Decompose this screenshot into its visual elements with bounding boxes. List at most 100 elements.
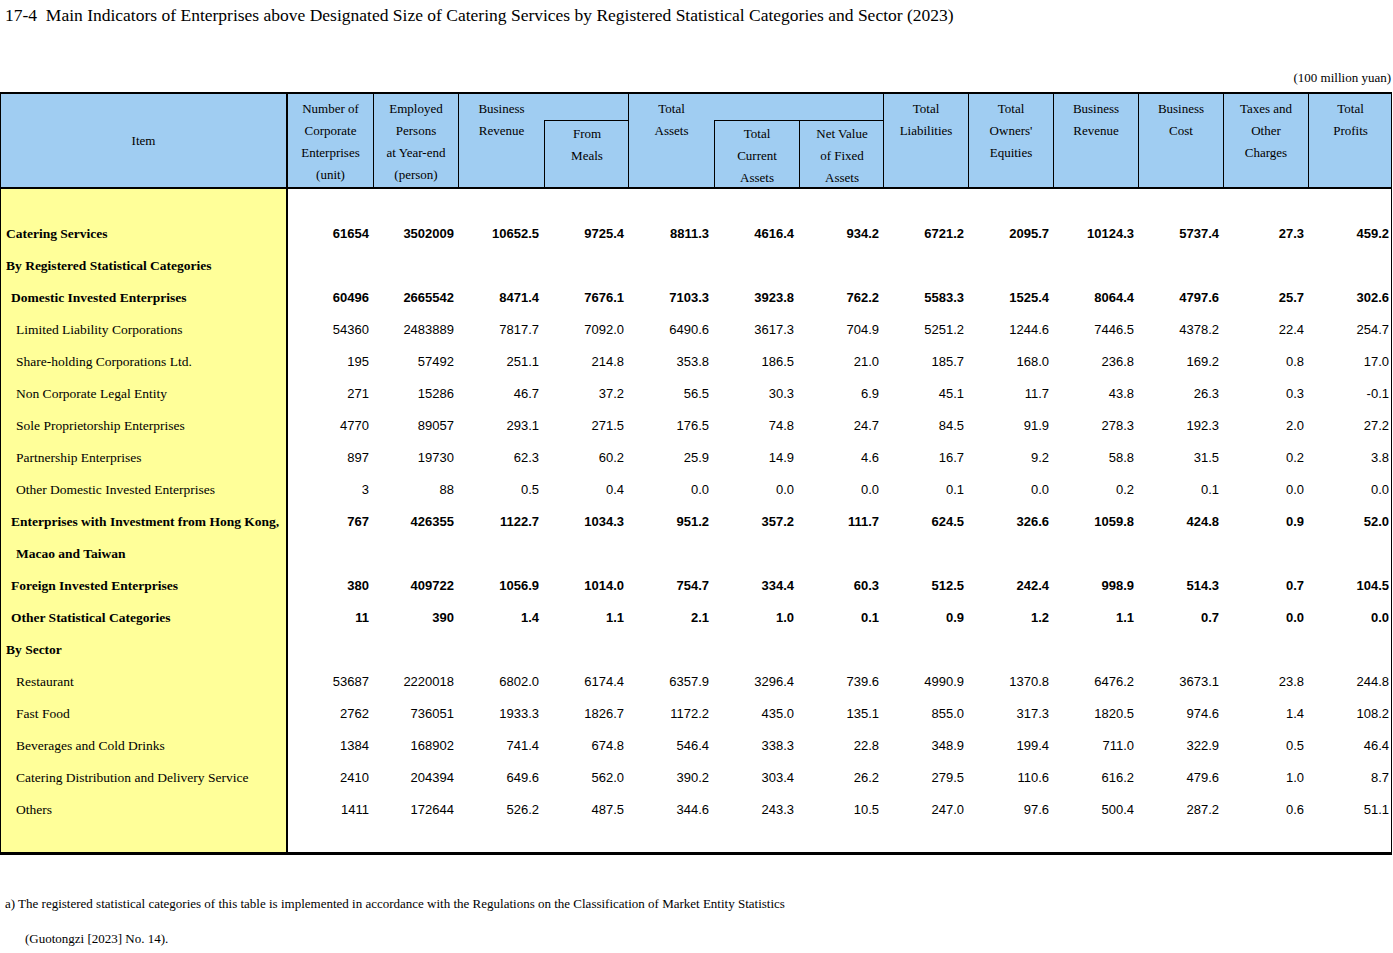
value-cell: 514.3 [1138,570,1223,602]
value-cell: 8.7 [1308,762,1393,794]
value-cell: 278.3 [1053,410,1138,442]
value-cell: 214.8 [543,346,628,378]
value-cell: 11 [288,602,373,634]
value-cell: 199.4 [968,730,1053,762]
value-cell: 51.1 [1308,794,1393,826]
value-cell: 767 [288,506,373,538]
value-cell: 1.2 [968,602,1053,634]
value-cell: 704.9 [798,314,883,346]
value-cell: 2410 [288,762,373,794]
value-cell: 736051 [373,698,458,730]
table-body: Catering Services61654350200910652.59725… [1,189,1391,852]
value-cell: 357.2 [713,506,798,538]
header-total-assets-group: Total Assets Total Current Assets Net Va… [628,94,883,189]
value-cell: 1933.3 [458,698,543,730]
value-cell: 1244.6 [968,314,1053,346]
value-cell: 6490.6 [628,314,713,346]
row-label: Share-holding Corporations Ltd. [16,346,192,378]
value-cell: 97.6 [968,794,1053,826]
value-cell: 2220018 [373,666,458,698]
table-header: Item Number of Corporate Enterprises (un… [1,94,1391,189]
table-row: Macao and Taiwan [1,538,1391,570]
table-row: Fast Food27627360511933.31826.71172.2435… [1,698,1391,730]
value-cell: 0.0 [968,474,1053,506]
value-cell: 242.4 [968,570,1053,602]
value-cell: 1826.7 [543,698,628,730]
row-label: Non Corporate Legal Entity [16,378,167,410]
value-cell: 0.0 [628,474,713,506]
value-cell: 1.1 [1053,602,1138,634]
value-cell: 934.2 [798,218,883,250]
value-cell: 14.9 [713,442,798,474]
row-label: Limited Liability Corporations [16,314,182,346]
value-cell: 998.9 [1053,570,1138,602]
value-cell: 4990.9 [883,666,968,698]
value-cell: 62.3 [458,442,543,474]
unit-note: (100 million yuan) [1294,70,1392,86]
value-cell: 2.1 [628,602,713,634]
value-cell: 1820.5 [1053,698,1138,730]
value-cell: 25.7 [1223,282,1308,314]
value-cell: 426355 [373,506,458,538]
value-cell: 1014.0 [543,570,628,602]
value-cell: 0.9 [1223,506,1308,538]
value-cell: 57492 [373,346,458,378]
value-cell: 195 [288,346,373,378]
value-cell: 30.3 [713,378,798,410]
value-cell: 3296.4 [713,666,798,698]
value-cell: 951.2 [628,506,713,538]
value-cell: 0.0 [1223,474,1308,506]
table-row: Share-holding Corporations Ltd. 19557492 2… [1,346,1391,378]
value-cell: 2095.7 [968,218,1053,250]
value-cell: 60.2 [543,442,628,474]
value-cell: 168902 [373,730,458,762]
value-cell: 739.6 [798,666,883,698]
row-label: Other Statistical Categories [11,602,170,634]
value-cell: 21.0 [798,346,883,378]
value-cell: 4616.4 [713,218,798,250]
value-cell: 1034.3 [543,506,628,538]
value-cell: 2665542 [373,282,458,314]
value-cell: 6.9 [798,378,883,410]
value-cell: 0.1 [798,602,883,634]
value-cell: 192.3 [1138,410,1223,442]
value-cell: 353.8 [628,346,713,378]
table-row: Sole Proprietorship Enterprises477089057… [1,410,1391,442]
value-cell: 317.3 [968,698,1053,730]
value-cell: 0.7 [1223,570,1308,602]
value-cell: 9.2 [968,442,1053,474]
value-cell: 43.8 [1053,378,1138,410]
value-cell: 15286 [373,378,458,410]
header-total-liabilities: Total Liabilities [883,94,968,189]
value-cell: 4797.6 [1138,282,1223,314]
value-cell: 54360 [288,314,373,346]
value-cell: 0.0 [1308,602,1393,634]
value-cell: 1.4 [1223,698,1308,730]
value-cell: 1384 [288,730,373,762]
value-cell: 741.4 [458,730,543,762]
value-cell: 3923.8 [713,282,798,314]
value-cell: 110.6 [968,762,1053,794]
table-row: Catering Distribution and Delivery Servi… [1,762,1391,794]
row-label: Catering Services [6,218,108,250]
value-cell: 974.6 [1138,698,1223,730]
value-cell: 1059.8 [1053,506,1138,538]
value-cell: 176.5 [628,410,713,442]
value-cell: 322.9 [1138,730,1223,762]
statistics-table: Item Number of Corporate Enterprises (un… [0,92,1392,855]
row-label: Partnership Enterprises [16,442,142,474]
value-cell: 244.8 [1308,666,1393,698]
value-cell: 762.2 [798,282,883,314]
value-cell: 22.8 [798,730,883,762]
value-cell: 10.5 [798,794,883,826]
value-cell: 348.9 [883,730,968,762]
table-row: Domestic Invested Enterprises60496266554… [1,282,1391,314]
value-cell: 4.6 [798,442,883,474]
value-cell: 53687 [288,666,373,698]
value-cell: 172644 [373,794,458,826]
value-cell: 279.5 [883,762,968,794]
value-cell: 61654 [288,218,373,250]
header-from-meals: From Meals [544,120,629,189]
value-cell: 526.2 [458,794,543,826]
value-cell: 135.1 [798,698,883,730]
